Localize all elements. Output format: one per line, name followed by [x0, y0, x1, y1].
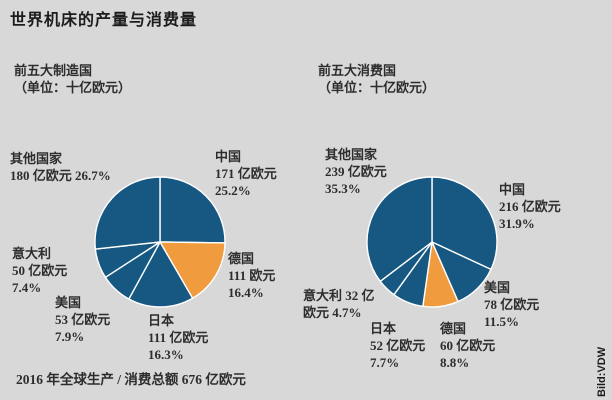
consumption-slice-china: [431, 176, 498, 271]
production-slice-china: [159, 176, 226, 244]
label-production-japan: 日本 111 亿欧元 16.3%: [148, 313, 209, 362]
label-consumption-others: 其他国家 239 亿欧元 35.3%: [325, 147, 387, 196]
label-production-china: 中国 171 亿欧元 25.2%: [215, 149, 277, 198]
production-chart-unit: （单位：十亿欧元）: [14, 80, 132, 95]
consumption-chart-subtitle: 前五大消费国 （单位：十亿欧元）: [318, 62, 435, 96]
label-consumption-china: 中国 216 亿欧元 31.9%: [499, 182, 561, 231]
label-consumption-japan: 日本 52 亿欧元 7.7%: [370, 321, 426, 370]
production-chart-title: 前五大制造国: [14, 63, 93, 78]
label-consumption-usa: 美国 78 亿欧元 11.5%: [484, 280, 540, 329]
label-production-italy: 意大利 50 亿欧元 7.4%: [12, 246, 68, 295]
production-slice-others: [94, 176, 161, 250]
footer-total-note: 2016 年全球生产 / 消费总额 676 亿欧元: [16, 372, 246, 387]
production-slice-germany: [159, 241, 226, 299]
consumption-slice-others: [366, 176, 433, 283]
page-title: 世界机床的产量与消费量: [10, 12, 198, 29]
label-consumption-germany: 德国 60 亿欧元 8.8%: [440, 321, 496, 370]
consumption-pie-chart: [366, 176, 498, 308]
label-production-usa: 美国 53 亿欧元 7.9%: [55, 295, 111, 344]
label-consumption-italy: 意大利 32 亿 欧元 4.7%: [303, 288, 375, 320]
label-production-others: 其他国家 180 亿欧元 26.7%: [10, 151, 111, 183]
image-credit: Bild:VDW: [596, 346, 608, 397]
production-slice-japan: [128, 241, 194, 308]
label-production-germany: 德国 111 欧元 16.4%: [228, 251, 276, 300]
consumption-chart-title: 前五大消费国: [318, 63, 397, 78]
production-pie-chart: [94, 176, 226, 308]
production-chart-subtitle: 前五大制造国 （单位：十亿欧元）: [14, 62, 131, 96]
consumption-chart-unit: （单位：十亿欧元）: [318, 80, 436, 95]
